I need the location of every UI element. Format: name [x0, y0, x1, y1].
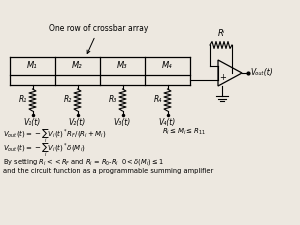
- Text: Vₒᵤₜ(t): Vₒᵤₜ(t): [250, 68, 273, 77]
- Text: V₂(t): V₂(t): [69, 118, 86, 127]
- Text: By setting $R_i$$<$$<$$R_F$ and $R_i$ = $R_0$-$R_i$  $0 < \delta(M_i) \leq 1$: By setting $R_i$$<$$<$$R_F$ and $R_i$ = …: [3, 157, 164, 167]
- Text: R₁: R₁: [19, 95, 27, 104]
- Text: and the circuit function as a programmable summing amplifier: and the circuit function as a programmab…: [3, 168, 213, 174]
- Text: R₃: R₃: [109, 95, 117, 104]
- Text: $V_{out}(t) = -\sum_i V_i(t)^*\delta(M_i)$: $V_{out}(t) = -\sum_i V_i(t)^*\delta(M_i…: [3, 141, 86, 159]
- Text: One row of crossbar array: One row of crossbar array: [49, 24, 148, 54]
- Text: R₄: R₄: [154, 95, 162, 104]
- Text: Rⁱ: Rⁱ: [217, 29, 225, 38]
- Text: +: +: [220, 74, 226, 83]
- Text: M₄: M₄: [162, 61, 173, 70]
- Text: V₄(t): V₄(t): [159, 118, 176, 127]
- Text: M₁: M₁: [27, 61, 38, 70]
- Text: V₃(t): V₃(t): [114, 118, 131, 127]
- Text: $V_{out}(t) = -\sum_i V_i(t)^*R_F/(R_i+M_i)$: $V_{out}(t) = -\sum_i V_i(t)^*R_F/(R_i+M…: [3, 127, 107, 145]
- Text: $R_i \leq M_i \leq R_{11}$: $R_i \leq M_i \leq R_{11}$: [162, 127, 206, 137]
- Text: M₃: M₃: [117, 61, 128, 70]
- Text: V₁(t): V₁(t): [24, 118, 41, 127]
- Text: R₂: R₂: [64, 95, 72, 104]
- Text: M₂: M₂: [72, 61, 83, 70]
